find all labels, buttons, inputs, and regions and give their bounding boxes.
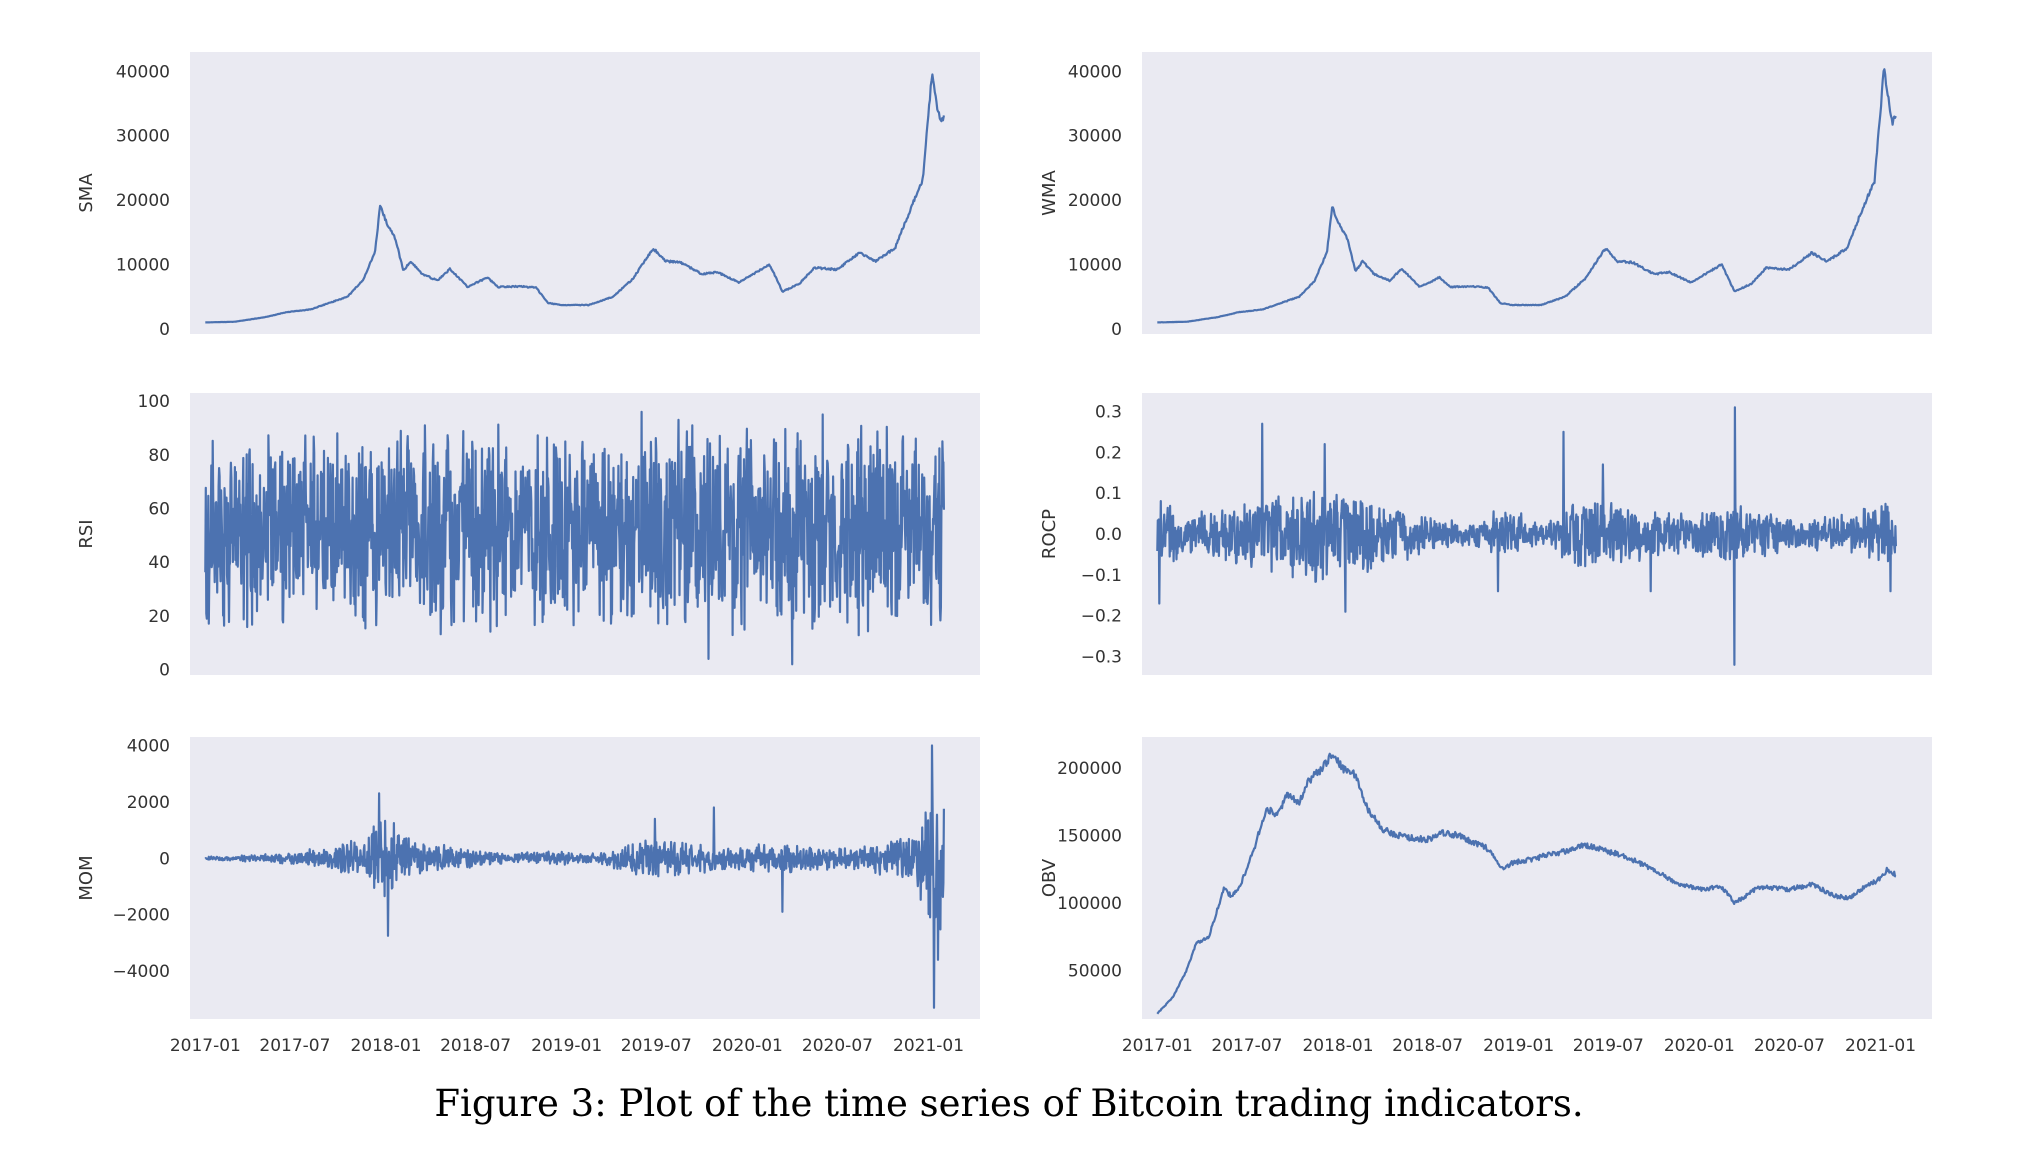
series-line (204, 410, 945, 666)
y-tick-label: −0.1 (1081, 566, 1122, 586)
x-tick-label: 2017-07 (1211, 1036, 1282, 1056)
y-tick-label: 20000 (1068, 191, 1122, 211)
x-tick-label: 2017-07 (259, 1036, 330, 1056)
x-tick-label: 2017-01 (170, 1036, 241, 1056)
y-tick-label: 0.3 (1095, 402, 1122, 422)
x-tick-label: 2020-07 (1754, 1036, 1825, 1056)
y-tick-label: 40000 (116, 62, 170, 82)
y-tick-label: 20 (148, 607, 170, 627)
y-axis-label: WMA (1039, 170, 1060, 216)
y-tick-label: −2000 (112, 906, 170, 926)
y-tick-label: 2000 (127, 793, 170, 813)
x-tick-label: 2019-07 (621, 1036, 692, 1056)
y-tick-label: 200000 (1057, 759, 1122, 779)
y-tick-label: 10000 (116, 255, 170, 275)
series-line (204, 744, 945, 1009)
y-tick-label: −0.2 (1081, 607, 1122, 627)
plot-area (1142, 737, 1932, 1019)
y-tick-label: 0.1 (1095, 484, 1122, 504)
panel-obv: 50000 100000 150000 200000 2017-01 2017-07 201… (1039, 737, 1932, 1056)
y-tick-label: 150000 (1057, 826, 1122, 846)
y-tick-label: 40 (148, 553, 170, 573)
series-line (1157, 68, 1897, 324)
y-tick-label: 10000 (1068, 255, 1122, 275)
x-tick-label: 2020-01 (712, 1036, 783, 1056)
y-tick-label: 0.0 (1095, 525, 1122, 545)
panel-rsi: 0 20 40 60 80 100 RSI (76, 392, 980, 681)
y-tick-label: 0 (1111, 320, 1122, 340)
x-tick-label: 2021-01 (1845, 1036, 1916, 1056)
y-tick-label: −0.3 (1081, 648, 1122, 668)
y-tick-label: 0.2 (1095, 443, 1122, 463)
y-tick-label: 40000 (1068, 62, 1122, 82)
y-axis-label: OBV (1039, 858, 1060, 897)
series-line (205, 73, 945, 324)
y-tick-label: 30000 (116, 127, 170, 147)
series-line (1156, 752, 1897, 1015)
plot-area (190, 52, 980, 334)
plot-area (1142, 52, 1932, 334)
x-tick-label: 2018-07 (440, 1036, 511, 1056)
x-tick-label: 2019-01 (531, 1036, 602, 1056)
panel-wma: 0 10000 20000 30000 40000 WMA (1039, 52, 1932, 340)
y-axis-label: RSI (76, 519, 97, 548)
y-axis-label: SMA (76, 173, 97, 213)
y-tick-label: 80 (148, 446, 170, 466)
y-tick-label: 30000 (1068, 127, 1122, 147)
panel-sma: 0 10000 20000 30000 40000 SMA (76, 52, 980, 340)
y-tick-label: 100000 (1057, 894, 1122, 914)
y-tick-label: 0 (159, 661, 170, 681)
y-tick-label: 0 (159, 849, 170, 869)
y-tick-label: 20000 (116, 191, 170, 211)
panel-rocp: −0.3 −0.2 −0.1 0.0 0.1 0.2 0.3 ROCP (1039, 393, 1932, 675)
y-tick-label: 0 (159, 320, 170, 340)
y-axis-label: MOM (76, 855, 97, 900)
x-tick-label: 2021-01 (893, 1036, 964, 1056)
x-tick-label: 2018-07 (1392, 1036, 1463, 1056)
panel-mom: −4000 −2000 0 2000 4000 2017-01 2017-07 2018-01… (76, 736, 980, 1056)
y-tick-label: −4000 (112, 962, 170, 982)
series-line (1156, 406, 1897, 666)
plot-area (190, 737, 980, 1019)
x-tick-label: 2020-01 (1664, 1036, 1735, 1056)
y-axis-label: ROCP (1039, 509, 1060, 559)
x-tick-label: 2018-01 (1302, 1036, 1373, 1056)
y-tick-label: 50000 (1068, 961, 1122, 981)
x-tick-label: 2017-01 (1122, 1036, 1193, 1056)
x-tick-label: 2019-07 (1573, 1036, 1644, 1056)
x-tick-label: 2020-07 (802, 1036, 873, 1056)
x-tick-label: 2019-01 (1483, 1036, 1554, 1056)
y-tick-label: 100 (138, 392, 170, 412)
y-tick-label: 60 (148, 499, 170, 519)
y-tick-label: 4000 (127, 736, 170, 756)
figure-caption: Figure 3: Plot of the time series of Bit… (434, 1082, 1584, 1125)
x-tick-label: 2018-01 (350, 1036, 421, 1056)
